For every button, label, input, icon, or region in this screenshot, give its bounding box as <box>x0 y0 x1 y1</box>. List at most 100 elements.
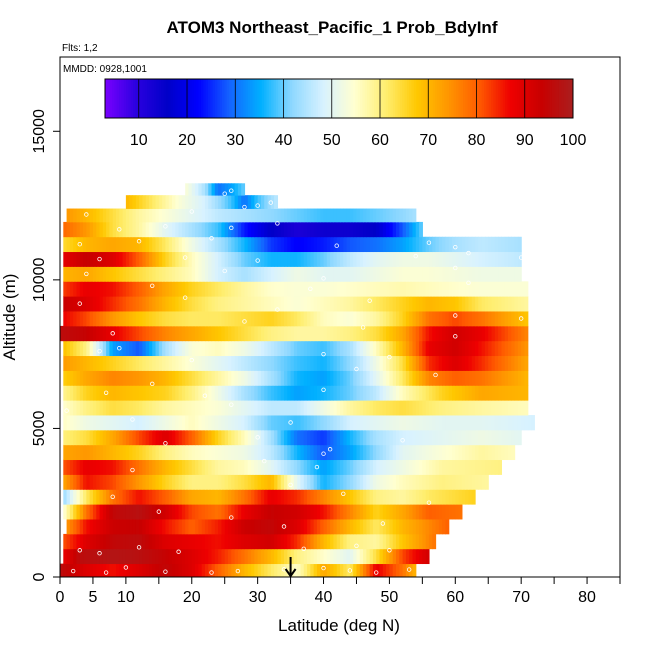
heatmap-cell <box>458 459 463 475</box>
observation-point <box>275 221 280 226</box>
heatmap-cell <box>372 444 377 461</box>
heatmap-cell <box>260 208 265 223</box>
heatmap-cell <box>313 563 318 578</box>
heatmap-cell <box>356 311 361 327</box>
heatmap-cell <box>145 355 150 371</box>
heatmap-cell <box>135 533 140 550</box>
heatmap-cell <box>257 400 262 416</box>
heatmap-cell <box>201 563 206 578</box>
heatmap-cell <box>69 400 74 416</box>
heatmap-cell <box>181 195 186 209</box>
heatmap-cell <box>188 548 193 565</box>
heatmap-cell <box>129 311 134 327</box>
heatmap-cell <box>386 296 391 312</box>
heatmap-cell <box>320 281 325 297</box>
heatmap-cell <box>139 281 143 297</box>
heatmap-cell <box>428 519 433 535</box>
heatmap-cell <box>494 355 499 371</box>
heatmap-cell <box>501 370 506 386</box>
colorbar-segment <box>271 79 274 118</box>
observation-point <box>97 348 102 354</box>
heatmap-cell <box>119 325 124 342</box>
heatmap-cell <box>86 311 91 327</box>
heatmap-cell <box>73 208 78 223</box>
colorbar-tick-label: 50 <box>323 132 341 149</box>
heatmap-cell <box>116 251 120 267</box>
heatmap-cell <box>83 474 87 490</box>
heatmap-cell <box>274 548 279 565</box>
heatmap-cell <box>415 533 420 550</box>
colorbar-segment <box>327 79 331 118</box>
heatmap-cell <box>145 251 150 267</box>
heatmap-cell <box>228 489 232 505</box>
heatmap-cell <box>488 325 493 342</box>
heatmap-cell <box>139 474 143 490</box>
heatmap-cell <box>494 311 499 327</box>
heatmap-cell <box>148 325 153 342</box>
heatmap-cell <box>481 236 486 253</box>
heatmap-cell <box>531 415 535 431</box>
heatmap-cell <box>376 400 381 416</box>
heatmap-cell <box>310 415 315 431</box>
heatmap-cell <box>379 208 384 223</box>
heatmap-cell <box>254 221 259 238</box>
heatmap-cell <box>349 474 354 490</box>
heatmap-cell <box>125 563 130 578</box>
heatmap-cell <box>264 340 269 357</box>
colorbar-segment <box>350 79 354 118</box>
observation-point <box>426 240 432 245</box>
heatmap-cell <box>511 251 516 267</box>
heatmap-cell <box>415 548 420 565</box>
observation-point <box>84 271 89 277</box>
heatmap-cell <box>224 355 229 371</box>
heatmap-cell <box>521 355 526 371</box>
heatmap-cell <box>92 400 97 416</box>
heatmap-cell <box>455 504 460 520</box>
heatmap-cell <box>300 221 305 238</box>
heatmap-cell <box>142 533 147 550</box>
heatmap-cell <box>284 208 288 223</box>
heatmap-cell <box>92 251 97 267</box>
colorbar-segment <box>334 79 338 118</box>
heatmap-cell <box>511 429 516 446</box>
heatmap-cell <box>504 444 509 461</box>
colorbar-segment <box>116 79 120 118</box>
heatmap-cell <box>346 208 351 223</box>
heatmap-cell <box>455 311 460 327</box>
heatmap-cell <box>379 533 384 550</box>
heatmap-cell <box>214 195 219 209</box>
heatmap-cell <box>211 236 216 253</box>
heatmap-cell <box>254 266 259 282</box>
heatmap-cell <box>135 311 140 327</box>
colorbar-segment <box>362 79 366 118</box>
heatmap-cell <box>363 400 367 416</box>
heatmap-cell <box>152 459 157 475</box>
heatmap-cell <box>366 459 371 475</box>
colorbar-segment <box>247 79 251 118</box>
heatmap-cell <box>488 236 493 253</box>
heatmap-cell <box>66 444 71 461</box>
heatmap-cell <box>419 400 423 416</box>
heatmap-cell <box>208 563 213 578</box>
heatmap-cell <box>175 489 180 505</box>
heatmap-cell <box>303 236 308 253</box>
heatmap-cell <box>96 415 101 431</box>
heatmap-cell <box>135 281 140 297</box>
heatmap-cell <box>63 415 68 431</box>
heatmap-cell <box>366 208 371 223</box>
heatmap-cell <box>359 429 364 446</box>
heatmap-cell <box>99 548 104 565</box>
heatmap-cell <box>284 325 288 342</box>
heatmap-cell <box>300 429 305 446</box>
heatmap-cell <box>445 415 450 431</box>
heatmap-cell <box>323 236 328 253</box>
colorbar-segment <box>126 79 129 118</box>
colorbar-segment <box>341 79 345 118</box>
heatmap-cell <box>198 221 203 238</box>
heatmap-cell <box>432 251 437 267</box>
heatmap-cell <box>336 489 341 505</box>
heatmap-cell <box>198 459 203 475</box>
heatmap-cell <box>152 355 157 371</box>
heatmap-cell <box>260 533 265 550</box>
heatmap-cell <box>307 355 311 371</box>
